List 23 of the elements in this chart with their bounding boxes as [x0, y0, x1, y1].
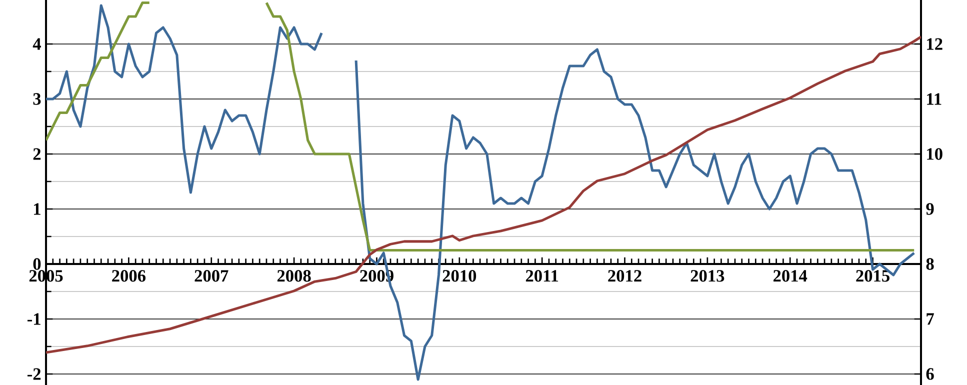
y-tick-label: 3	[33, 93, 41, 105]
y-tick-label: 1	[34, 203, 40, 215]
y2-tick-label: 9	[926, 203, 934, 215]
y-tick-label: -2	[27, 368, 41, 380]
y2-tick-label: 11	[927, 93, 942, 105]
x-tick-label: 2011	[526, 270, 558, 282]
y2-tick-label: 7	[926, 313, 934, 325]
x-tick-label: 2015	[856, 270, 890, 282]
x-tick-label: 2007	[194, 270, 228, 282]
y2-tick-label: 12	[927, 38, 942, 50]
y-tick-label: 4	[32, 38, 41, 50]
y-tick-label: 2	[33, 148, 41, 160]
x-tick-label: 2012	[608, 270, 642, 282]
y2-tick-label: 6	[926, 368, 934, 380]
y2-tick-label: 8	[926, 258, 934, 270]
x-tick-label: 2006	[112, 270, 146, 282]
x-tick-label: 2010	[442, 270, 476, 282]
x-tick-label: 2013	[690, 270, 724, 282]
y-tick-label: 0	[33, 258, 41, 270]
y2-tick-label: 10	[927, 148, 942, 160]
y-tick-label: -1	[27, 313, 40, 325]
x-tick-label: 2014	[773, 270, 808, 282]
x-tick-label: 2008	[277, 270, 311, 282]
